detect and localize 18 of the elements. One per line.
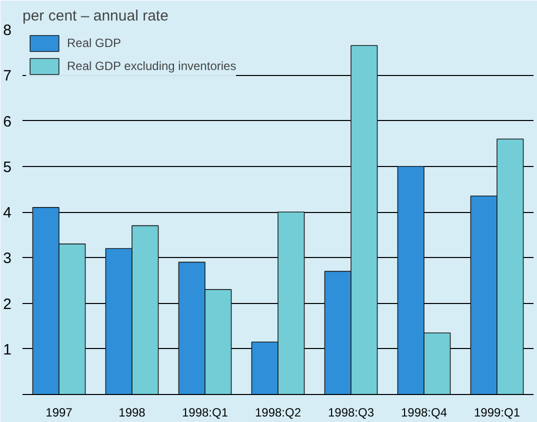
y-tick-label: 8 (3, 22, 12, 39)
chart-title: per cent – annual rate (22, 8, 168, 24)
x-tick-label: 1998 (118, 406, 146, 420)
x-tick-label: 1999:Q1 (474, 406, 520, 420)
x-tick-label: 1998:Q2 (254, 406, 302, 420)
y-tick-label: 6 (3, 113, 12, 130)
x-tick-label: 1997 (46, 406, 73, 420)
legend-label: Real GDP (67, 36, 122, 50)
x-tick-label: 1998:Q3 (328, 406, 374, 420)
y-tick-label: 5 (3, 158, 12, 176)
x-tick-label: 1998:Q1 (182, 406, 228, 420)
x-tick-label: 1998:Q4 (400, 406, 448, 420)
y-tick-label: 4 (3, 204, 12, 222)
y-tick-label: 2 (3, 296, 12, 313)
legend-label: Real GDP excluding inventories (67, 59, 236, 73)
y-tick-label: 1 (3, 341, 12, 358)
y-tick-label: 7 (3, 68, 12, 85)
y-tick-label: 3 (3, 250, 12, 268)
